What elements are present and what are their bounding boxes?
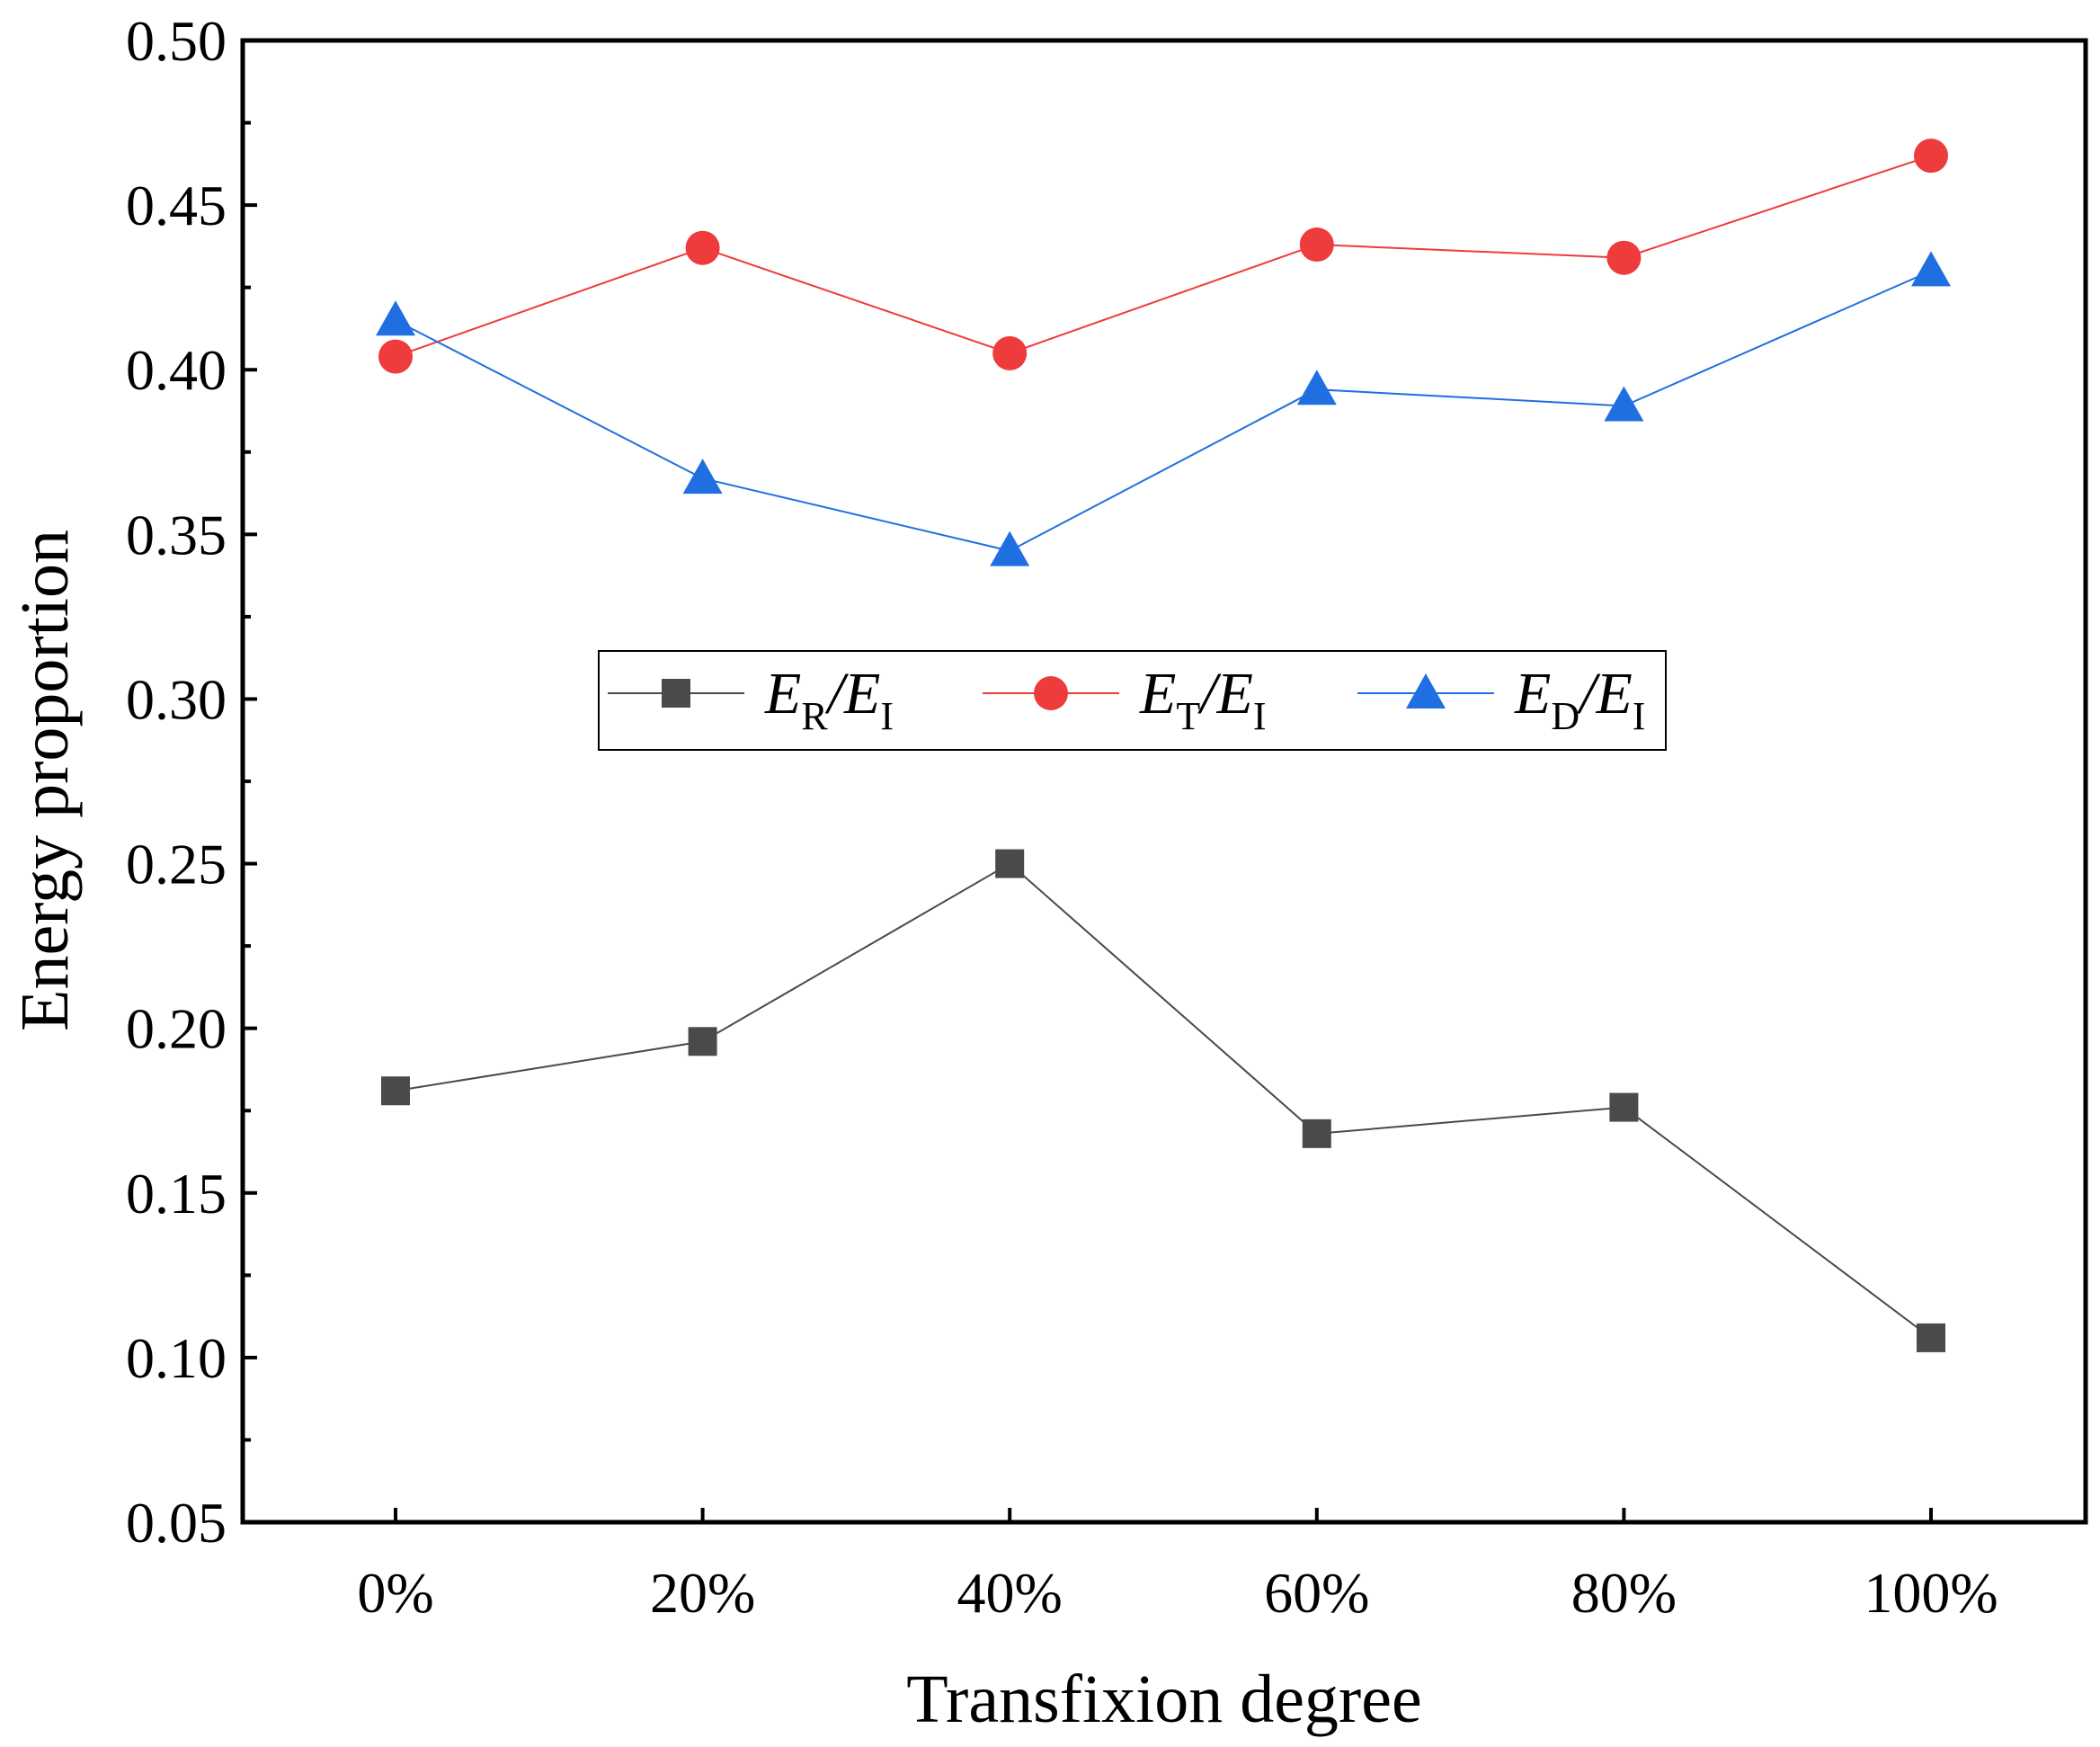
legend-subscript: I xyxy=(1633,694,1646,738)
y-tick-label: 0.25 xyxy=(126,833,227,896)
series-triangle xyxy=(376,251,1951,566)
plot-frame xyxy=(240,38,2088,1525)
y-tick-label: 0.15 xyxy=(126,1162,227,1226)
data-point xyxy=(685,230,720,265)
data-point xyxy=(376,300,415,336)
data-point xyxy=(1302,1119,1331,1148)
data-point xyxy=(1296,370,1337,406)
y-tick-label: 0.40 xyxy=(126,338,227,402)
y-tick-label: 0.10 xyxy=(126,1326,227,1390)
legend-label: ER/EI xyxy=(764,661,894,738)
data-point xyxy=(1911,251,1951,287)
y-axis-title: Energy proportion xyxy=(7,530,83,1031)
data-point xyxy=(1299,227,1334,263)
legend-text-part: E xyxy=(1139,661,1176,726)
legend-subscript: T xyxy=(1176,694,1200,738)
x-tick-label: 80% xyxy=(1571,1561,1677,1625)
legend-text-part: E xyxy=(1216,661,1253,726)
y-tick-label: 0.45 xyxy=(126,174,227,237)
legend: ER/EI ET/EI ED/EI xyxy=(598,650,1667,751)
legend-label: ET/EI xyxy=(1139,661,1267,738)
data-point xyxy=(682,459,723,495)
legend-text-part: E xyxy=(843,661,880,726)
legend-subscript: R xyxy=(801,694,828,738)
data-point xyxy=(995,849,1025,878)
legend-box xyxy=(598,650,1667,751)
legend-label: ED/EI xyxy=(1514,661,1645,738)
data-point xyxy=(1604,386,1644,422)
legend-subscript: I xyxy=(1253,694,1267,738)
legend-text-part: E xyxy=(764,661,801,726)
data-point xyxy=(1917,1323,1945,1352)
x-tick-label: 20% xyxy=(650,1561,755,1625)
y-tick-label: 0.35 xyxy=(126,503,227,566)
y-tick-label: 0.30 xyxy=(126,667,227,731)
data-point xyxy=(378,339,413,374)
legend-marker xyxy=(1034,676,1068,710)
x-tick-label: 60% xyxy=(1264,1561,1369,1625)
series-line xyxy=(395,270,1932,552)
data-point xyxy=(688,1027,717,1056)
legend-marker xyxy=(662,679,690,708)
x-tick-label: 0% xyxy=(357,1561,433,1625)
series-layer xyxy=(376,138,1951,1352)
series-circle xyxy=(378,138,1948,374)
legend-text-part: E xyxy=(1595,661,1632,726)
data-point xyxy=(1606,240,1642,275)
legend-text-part: E xyxy=(1514,661,1551,726)
data-point xyxy=(990,530,1030,566)
data-point xyxy=(1914,138,1948,174)
y-tick-label: 0.50 xyxy=(126,9,227,73)
series-line xyxy=(395,155,1932,358)
y-tick-label: 0.20 xyxy=(126,997,227,1061)
x-tick-label: 100% xyxy=(1864,1561,1998,1625)
series-line xyxy=(395,862,1932,1339)
x-axis-title: Transfixion degree xyxy=(906,1662,1421,1737)
legend-subscript: D xyxy=(1551,694,1579,738)
data-point xyxy=(992,335,1028,370)
legend-subscript: I xyxy=(880,694,894,738)
x-tick-label: 40% xyxy=(957,1561,1063,1625)
legend-marker xyxy=(1406,673,1446,709)
series-square xyxy=(381,849,1945,1352)
data-point xyxy=(1609,1092,1639,1122)
y-tick-label: 0.05 xyxy=(126,1491,227,1555)
data-point xyxy=(381,1076,410,1106)
axes: 0.05 0.10 0.15 0.20 0.25 0.30 0.35 0.40 0.45 0.50… xyxy=(126,9,2088,1625)
